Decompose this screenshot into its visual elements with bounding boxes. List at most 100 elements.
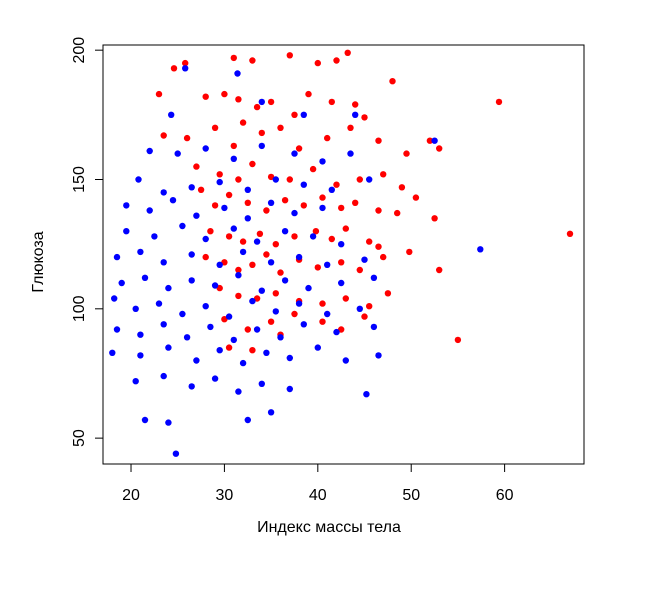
data-point xyxy=(258,98,265,106)
data-point xyxy=(394,209,401,217)
data-point xyxy=(286,176,293,183)
data-point xyxy=(197,186,205,193)
data-point xyxy=(111,295,118,302)
data-point xyxy=(324,134,331,142)
data-point xyxy=(291,310,298,318)
data-point xyxy=(338,241,345,248)
data-point xyxy=(188,277,195,284)
data-point xyxy=(319,204,326,212)
data-point xyxy=(291,209,298,217)
data-point xyxy=(253,295,261,302)
data-point xyxy=(267,259,275,266)
data-point xyxy=(300,111,307,119)
data-point xyxy=(291,111,298,119)
data-point xyxy=(169,197,177,204)
data-point xyxy=(328,235,335,243)
data-point xyxy=(319,300,326,307)
data-point xyxy=(375,207,382,214)
data-point xyxy=(202,253,209,261)
data-point xyxy=(235,96,242,103)
data-point xyxy=(328,186,335,193)
data-point xyxy=(253,238,261,245)
data-point xyxy=(363,391,370,398)
data-point xyxy=(244,186,251,193)
data-point xyxy=(370,274,378,281)
data-point xyxy=(239,119,247,126)
data-point xyxy=(168,111,175,119)
data-point xyxy=(230,225,237,232)
data-point xyxy=(344,49,351,56)
data-point xyxy=(352,101,359,108)
data-point xyxy=(281,197,289,204)
data-point xyxy=(333,328,340,336)
data-point xyxy=(312,228,320,235)
data-point xyxy=(338,326,345,333)
data-point xyxy=(225,344,233,351)
data-point xyxy=(182,59,189,67)
data-point xyxy=(249,297,256,305)
data-point xyxy=(141,274,149,281)
data-point xyxy=(235,176,242,183)
data-point xyxy=(338,279,345,287)
data-point xyxy=(207,228,214,235)
data-point xyxy=(380,253,387,261)
data-point xyxy=(109,349,116,356)
data-point xyxy=(361,114,368,121)
data-point xyxy=(216,171,223,178)
data-point xyxy=(333,181,340,188)
x-tick-label: 20 xyxy=(122,487,140,504)
data-point xyxy=(230,336,237,344)
data-point xyxy=(155,90,163,98)
data-point xyxy=(174,150,181,157)
data-point xyxy=(221,259,228,266)
data-point xyxy=(188,383,195,390)
data-point xyxy=(179,310,186,318)
y-tick-label: 100 xyxy=(71,295,88,322)
data-point xyxy=(165,419,172,426)
data-point xyxy=(235,266,242,274)
x-tick-label: 60 xyxy=(496,487,514,504)
data-point xyxy=(286,385,293,393)
data-point xyxy=(380,171,387,178)
data-point xyxy=(239,248,247,256)
data-point xyxy=(267,409,275,416)
data-point xyxy=(146,207,153,214)
data-point xyxy=(216,347,223,354)
data-point xyxy=(202,145,209,152)
data-point xyxy=(328,98,335,106)
data-point xyxy=(221,316,228,323)
y-tick-label: 200 xyxy=(71,37,88,64)
data-point xyxy=(123,228,130,235)
data-point xyxy=(333,57,340,64)
data-point xyxy=(356,266,363,274)
data-point xyxy=(338,259,345,266)
x-axis-title: Индекс массы тела xyxy=(257,519,401,536)
data-point xyxy=(366,176,373,183)
data-point xyxy=(258,142,265,150)
data-point xyxy=(258,287,265,294)
data-point xyxy=(314,264,321,271)
data-point xyxy=(347,124,354,131)
data-point xyxy=(221,204,228,212)
data-point xyxy=(277,269,284,276)
data-point xyxy=(202,93,209,100)
data-point xyxy=(342,295,349,302)
data-point xyxy=(361,256,368,263)
data-point xyxy=(398,184,406,191)
data-point xyxy=(160,321,167,328)
y-axis-title: Глюкоза xyxy=(30,231,47,292)
data-point xyxy=(375,352,382,359)
data-point xyxy=(225,191,233,199)
data-point xyxy=(272,241,279,248)
data-point xyxy=(244,326,251,333)
data-point xyxy=(366,303,373,310)
data-point xyxy=(202,235,209,243)
data-point xyxy=(495,98,503,106)
data-point xyxy=(263,349,270,356)
data-point xyxy=(309,233,317,240)
data-point xyxy=(305,90,312,98)
data-point xyxy=(239,238,247,245)
data-point xyxy=(230,54,237,62)
